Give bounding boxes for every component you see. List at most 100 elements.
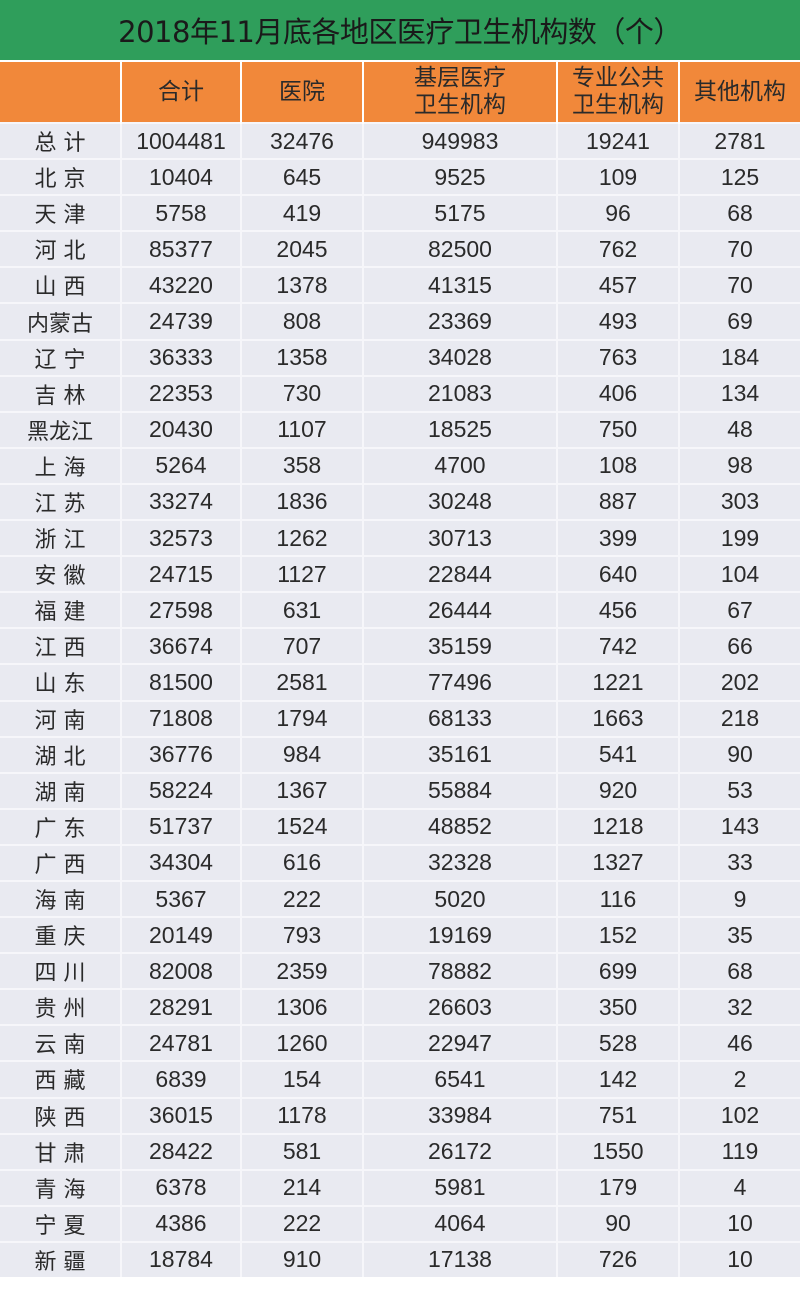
cell-hospital: 730 xyxy=(241,374,364,412)
cell-total: 5264 xyxy=(121,446,242,484)
cell-total: 34304 xyxy=(121,843,242,881)
cell-other: 4 xyxy=(679,1168,800,1206)
cell-primary-care: 17138 xyxy=(363,1240,558,1277)
cell-region: 甘 肃 xyxy=(0,1132,122,1170)
cell-region: 宁 夏 xyxy=(0,1204,122,1242)
cell-region: 浙 江 xyxy=(0,519,122,557)
cell-other: 32 xyxy=(679,988,800,1026)
cell-public-health: 96 xyxy=(557,194,680,232)
cell-total: 6378 xyxy=(121,1168,242,1206)
cell-total: 27598 xyxy=(121,591,242,629)
cell-region: 广 西 xyxy=(0,843,122,881)
cell-region: 总 计 xyxy=(0,121,122,160)
cell-region: 天 津 xyxy=(0,194,122,232)
cell-total: 32573 xyxy=(121,519,242,557)
cell-other: 202 xyxy=(679,663,800,701)
table-row: 四 川 82008 2359 78882 699 68 xyxy=(0,952,800,990)
cell-hospital: 2581 xyxy=(241,663,364,701)
cell-other: 184 xyxy=(679,338,800,376)
cell-public-health: 1550 xyxy=(557,1132,680,1170)
table-row: 湖 北 36776 984 35161 541 90 xyxy=(0,735,800,773)
cell-primary-care: 949983 xyxy=(363,121,558,160)
table-row: 上 海 5264 358 4700 108 98 xyxy=(0,446,800,484)
cell-hospital: 1378 xyxy=(241,266,364,304)
table-row: 甘 肃 28422 581 26172 1550 119 xyxy=(0,1132,800,1170)
cell-region: 内蒙古 xyxy=(0,302,122,340)
cell-primary-care: 26444 xyxy=(363,591,558,629)
cell-primary-care: 18525 xyxy=(363,410,558,448)
cell-hospital: 631 xyxy=(241,591,364,629)
cell-region: 云 南 xyxy=(0,1024,122,1062)
cell-public-health: 109 xyxy=(557,158,680,196)
cell-public-health: 1221 xyxy=(557,663,680,701)
cell-region: 陕 西 xyxy=(0,1096,122,1134)
cell-other: 46 xyxy=(679,1024,800,1062)
table-title: 2018年11月底各地区医疗卫生机构数（个） xyxy=(0,0,800,62)
cell-hospital: 2045 xyxy=(241,230,364,268)
cell-region: 上 海 xyxy=(0,446,122,484)
cell-total: 36015 xyxy=(121,1096,242,1134)
cell-public-health: 1327 xyxy=(557,843,680,881)
header-hospital: 医院 xyxy=(241,62,364,123)
table-row: 河 南 71808 1794 68133 1663 218 xyxy=(0,699,800,737)
cell-primary-care: 6541 xyxy=(363,1060,558,1098)
table-row: 福 建 27598 631 26444 456 67 xyxy=(0,591,800,629)
cell-primary-care: 41315 xyxy=(363,266,558,304)
cell-public-health: 541 xyxy=(557,735,680,773)
cell-region: 吉 林 xyxy=(0,374,122,412)
cell-total: 28422 xyxy=(121,1132,242,1170)
cell-total: 71808 xyxy=(121,699,242,737)
cell-other: 143 xyxy=(679,807,800,845)
cell-hospital: 1260 xyxy=(241,1024,364,1062)
cell-other: 10 xyxy=(679,1240,800,1277)
table-row: 黑龙江 20430 1107 18525 750 48 xyxy=(0,410,800,448)
cell-hospital: 32476 xyxy=(241,121,364,160)
cell-total: 51737 xyxy=(121,807,242,845)
cell-primary-care: 19169 xyxy=(363,916,558,954)
cell-public-health: 108 xyxy=(557,446,680,484)
cell-total: 5758 xyxy=(121,194,242,232)
cell-total: 20149 xyxy=(121,916,242,954)
cell-region: 江 西 xyxy=(0,627,122,665)
cell-hospital: 1127 xyxy=(241,555,364,593)
header-other: 其他机构 xyxy=(679,62,800,123)
table-row: 北 京 10404 645 9525 109 125 xyxy=(0,158,800,196)
cell-other: 35 xyxy=(679,916,800,954)
cell-public-health: 762 xyxy=(557,230,680,268)
table-row: 辽 宁 36333 1358 34028 763 184 xyxy=(0,338,800,376)
cell-hospital: 358 xyxy=(241,446,364,484)
cell-public-health: 457 xyxy=(557,266,680,304)
cell-region: 河 北 xyxy=(0,230,122,268)
cell-other: 119 xyxy=(679,1132,800,1170)
cell-primary-care: 34028 xyxy=(363,338,558,376)
cell-hospital: 2359 xyxy=(241,952,364,990)
table-row: 海 南 5367 222 5020 116 9 xyxy=(0,879,800,918)
cell-primary-care: 77496 xyxy=(363,663,558,701)
cell-total: 82008 xyxy=(121,952,242,990)
cell-other: 134 xyxy=(679,374,800,412)
table-row: 陕 西 36015 1178 33984 751 102 xyxy=(0,1096,800,1134)
cell-region: 辽 宁 xyxy=(0,338,122,376)
cell-hospital: 793 xyxy=(241,916,364,954)
cell-other: 48 xyxy=(679,410,800,448)
cell-other: 218 xyxy=(679,699,800,737)
cell-hospital: 1306 xyxy=(241,988,364,1026)
table-body: 总 计 1004481 32476 949983 19241 2781 北 京 10404 64… xyxy=(0,121,800,1277)
cell-region: 北 京 xyxy=(0,158,122,196)
cell-region: 广 东 xyxy=(0,807,122,845)
cell-hospital: 707 xyxy=(241,627,364,665)
table-row: 浙 江 32573 1262 30713 399 199 xyxy=(0,519,800,557)
cell-other: 53 xyxy=(679,771,800,809)
cell-total: 28291 xyxy=(121,988,242,1026)
cell-public-health: 726 xyxy=(557,1240,680,1277)
cell-other: 90 xyxy=(679,735,800,773)
cell-primary-care: 32328 xyxy=(363,843,558,881)
table-row: 湖 南 58224 1367 55884 920 53 xyxy=(0,771,800,809)
cell-public-health: 90 xyxy=(557,1204,680,1242)
cell-region: 新 疆 xyxy=(0,1240,122,1277)
cell-public-health: 406 xyxy=(557,374,680,412)
cell-primary-care: 30713 xyxy=(363,519,558,557)
cell-hospital: 1524 xyxy=(241,807,364,845)
cell-public-health: 750 xyxy=(557,410,680,448)
cell-total: 24781 xyxy=(121,1024,242,1062)
